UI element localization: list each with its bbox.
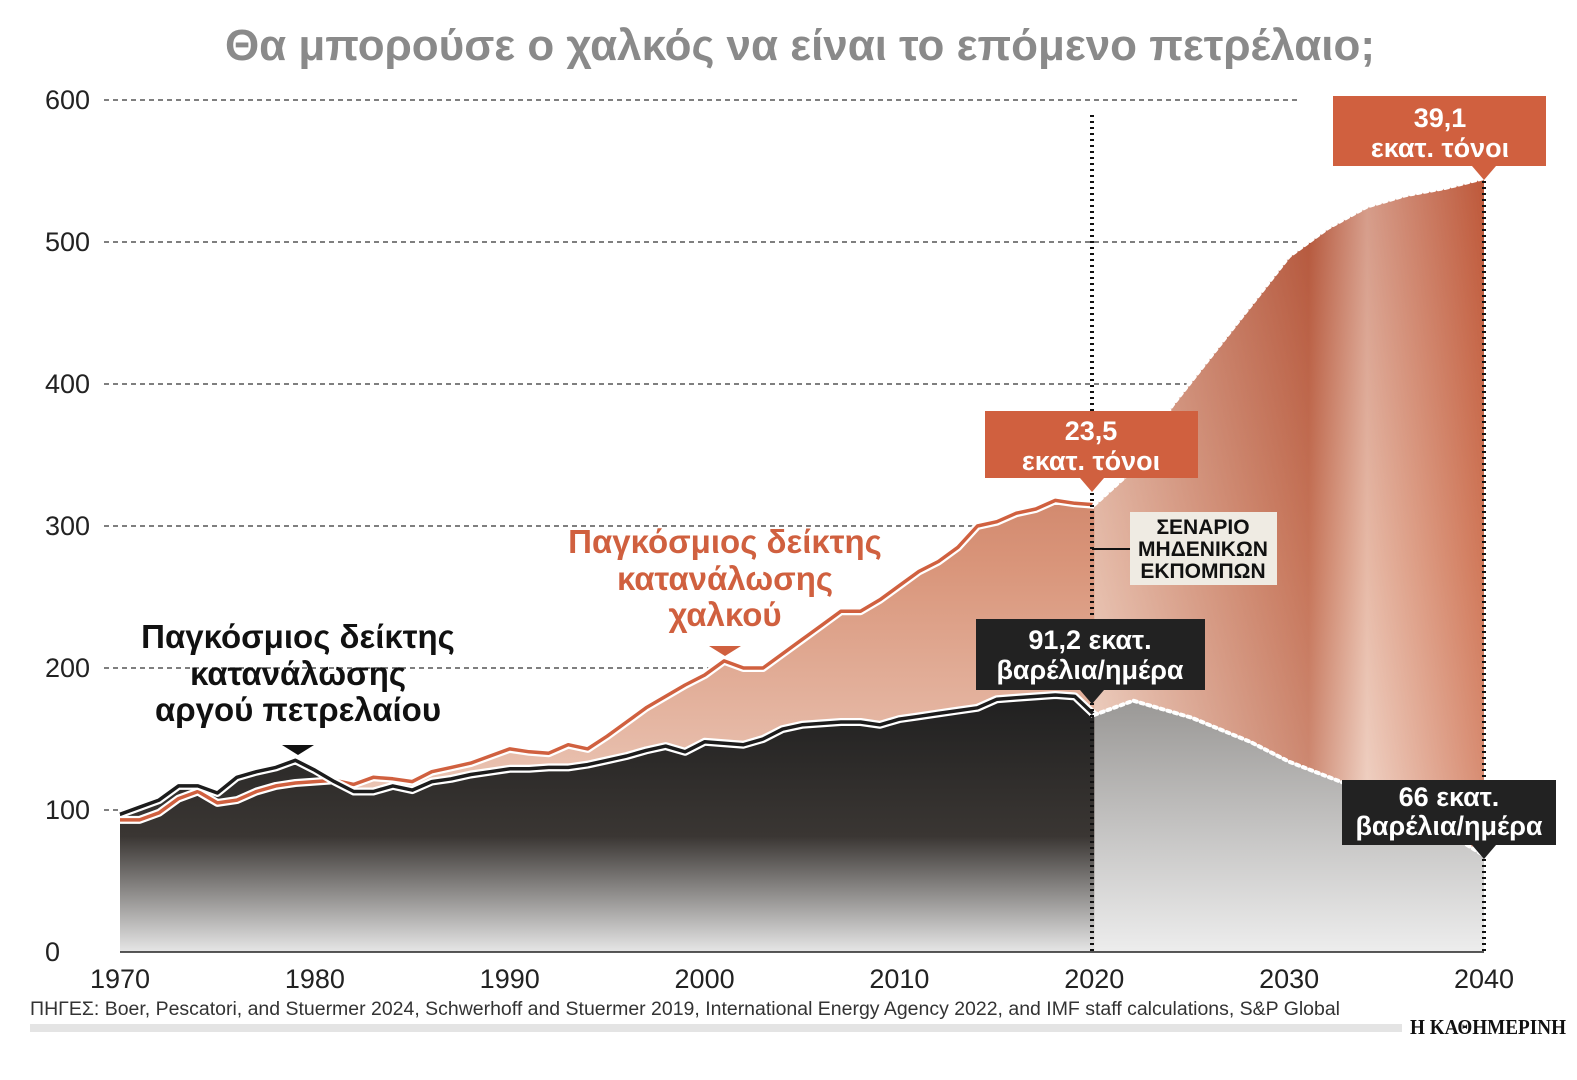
x-tick-label: 1970: [90, 964, 150, 994]
y-tick-label: 0: [45, 937, 60, 967]
callout-unit: βαρέλια/ημέρα: [996, 655, 1183, 685]
callout-copper-2020: 23,5 εκατ. τόνοι: [985, 411, 1198, 492]
callout-unit: βαρέλια/ημέρα: [1355, 811, 1542, 841]
publisher-logo: Η ΚΑΘΗΜΕΡΙΝΗ: [1410, 1015, 1566, 1039]
copper-label-line: Παγκόσμιος δείκτης: [568, 523, 882, 560]
oil-label-line: κατανάλωσης: [190, 655, 406, 692]
callout-oil-2040: 66 εκατ. βαρέλια/ημέρα: [1342, 780, 1556, 859]
footer-bar: [30, 1024, 1402, 1032]
copper-series-label: Παγκόσμιος δείκτης κατανάλωσης χαλκού: [568, 523, 882, 656]
oil-series-label: Παγκόσμιος δείκτης κατανάλωσης αργού πετ…: [141, 618, 455, 755]
x-tick-label: 1990: [480, 964, 540, 994]
series-lines: [118, 176, 1486, 858]
oil-historical-line: [119, 693, 1096, 816]
x-tick-label: 2000: [675, 964, 735, 994]
copper-label-pointer-icon: [709, 646, 741, 656]
y-tick-label: 100: [45, 795, 90, 825]
copper-label-line: χαλκού: [668, 596, 781, 633]
x-tick-label: 2010: [869, 964, 929, 994]
chart-title: Θα μπορούσε ο χαλκός να είναι το επόμενο…: [225, 21, 1375, 70]
callout-unit: εκατ. τόνοι: [1371, 133, 1509, 163]
callout-copper-2040: 39,1 εκατ. τόνοι: [1333, 96, 1546, 180]
oil-area: [120, 695, 1095, 952]
y-axis-ticks: 0 100 200 300 400 500 600: [45, 85, 90, 967]
y-tick-label: 600: [45, 85, 90, 115]
oil-projection-area: [1094, 700, 1484, 952]
callout-value: 91,2 εκατ.: [1028, 625, 1151, 655]
copper-historical-line: [120, 498, 1095, 822]
x-tick-label: 1980: [285, 964, 345, 994]
x-tick-label: 2030: [1259, 964, 1319, 994]
oil-label-line: αργού πετρελαίου: [155, 691, 441, 728]
oil-label-line: Παγκόσμιος δείκτης: [141, 618, 455, 655]
callout-value: 39,1: [1414, 103, 1467, 133]
scenario-line: ΣΕΝΑΡΙΟ: [1156, 516, 1249, 539]
scenario-line: ΜΗΔΕΝΙΚΩΝ: [1138, 538, 1268, 561]
x-axis-ticks: 1970 1980 1990 2000 2010 2020 2030 2040: [90, 964, 1514, 994]
callout-oil-2020: 91,2 εκατ. βαρέλια/ημέρα: [976, 619, 1205, 704]
y-tick-label: 200: [45, 653, 90, 683]
y-tick-label: 500: [45, 227, 90, 257]
callout-value: 66 εκατ.: [1399, 782, 1500, 812]
y-tick-label: 300: [45, 511, 90, 541]
oil-label-pointer-icon: [282, 745, 314, 755]
callout-unit: εκατ. τόνοι: [1022, 446, 1160, 476]
x-tick-label: 2040: [1454, 964, 1514, 994]
x-tick-label: 2020: [1064, 964, 1124, 994]
source-note: ΠΗΓΕΣ: Boer, Pescatori, and Stuermer 202…: [30, 999, 1340, 1020]
scenario-line: ΕΚΠΟΜΠΩΝ: [1140, 560, 1265, 583]
y-tick-label: 400: [45, 369, 90, 399]
callout-value: 23,5: [1065, 416, 1118, 446]
series-areas: [120, 178, 1484, 953]
scenario-label: ΣΕΝΑΡΙΟ ΜΗΔΕΝΙΚΩΝ ΕΚΠΟΜΠΩΝ: [1092, 512, 1277, 585]
copper-label-line: κατανάλωσης: [617, 560, 833, 597]
